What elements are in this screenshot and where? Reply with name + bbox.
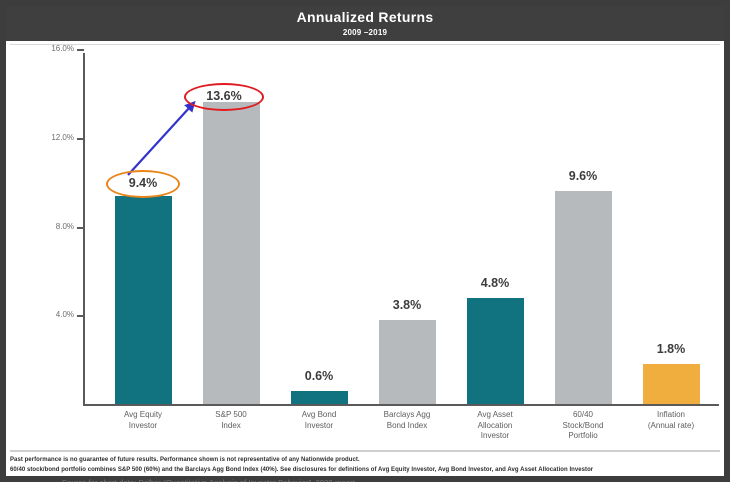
- x-axis-category-label: Avg Bond Investor: [267, 410, 371, 431]
- y-axis: [83, 53, 85, 405]
- source-note: Source for chart data: Dalbar “Quantitat…: [62, 478, 355, 482]
- plot-area: 16.0%12.0%8.0%4.0% 9.4%Avg EquityInvesto…: [10, 44, 723, 453]
- category-label-line: Investor: [128, 420, 158, 430]
- bar-5[interactable]: [466, 297, 524, 404]
- category-label-line: Barclays Agg: [383, 410, 431, 419]
- callout-label-left: 9.4%: [128, 176, 158, 190]
- x-axis-category-label: Inflation (Annual rate): [619, 410, 723, 431]
- bar-value-label: 4.8%: [480, 275, 510, 290]
- category-label-line: Avg Bond: [301, 410, 337, 419]
- x-axis-category-label: Avg Equity Investor: [91, 410, 195, 431]
- category-label-line: Bond Index: [386, 420, 428, 430]
- y-axis-tick: [77, 137, 84, 140]
- callout-ellipse-right: [184, 83, 264, 111]
- category-label-line: Avg Asset: [477, 410, 513, 419]
- bar-1[interactable]: [114, 195, 172, 404]
- category-label-line: Avg Equity: [123, 410, 163, 419]
- y-axis-tick-label: 4.0%: [55, 310, 74, 320]
- footer-disclaimer: Past performance is no guarantee of futu…: [10, 455, 724, 476]
- callout-ellipse-left: [106, 170, 180, 198]
- bar-4[interactable]: [378, 319, 436, 404]
- callout-label-right: 13.6%: [206, 89, 242, 103]
- y-axis-tick-label: 8.0%: [55, 221, 74, 231]
- x-axis: [83, 404, 719, 406]
- category-label-line: Investor: [304, 420, 334, 430]
- y-axis-tick-label: 12.0%: [51, 132, 74, 142]
- category-label-line: 60/40: [572, 410, 594, 419]
- y-axis-tick: [77, 315, 84, 318]
- x-axis-category-label: Barclays Agg Bond Index: [355, 410, 459, 431]
- chart-header: Annualized Returns 2009 –2019: [6, 6, 724, 41]
- y-axis-tick: [77, 49, 84, 52]
- y-axis-tick: [77, 226, 84, 229]
- category-label-line: Stock/Bond: [562, 420, 604, 430]
- category-label-line: Allocation: [477, 420, 513, 430]
- footer-line-2: 60/40 stock/bond portfolio combines S&P …: [10, 467, 594, 473]
- bar-value-label: 9.6%: [568, 169, 598, 184]
- bar-7[interactable]: [642, 364, 700, 404]
- bar-2[interactable]: [202, 102, 260, 404]
- bar-value-label: 0.6%: [304, 368, 334, 383]
- category-label-line: Investor: [480, 431, 510, 440]
- page-subtitle: 2009 –2019: [342, 28, 388, 37]
- category-label-line: Portfolio: [568, 431, 598, 440]
- footer-line-1: Past performance is no guarantee of futu…: [10, 457, 360, 463]
- category-label-line: Inflation: [656, 410, 686, 419]
- chart-panel: 16.0%12.0%8.0%4.0% 9.4%Avg EquityInvesto…: [10, 44, 723, 482]
- footer-divider: [10, 450, 720, 452]
- bar-value-label: 3.8%: [392, 297, 422, 312]
- x-axis-category-label: S&P 500 Index: [179, 410, 283, 431]
- bar-6[interactable]: [554, 191, 612, 404]
- category-label-line: (Annual rate): [647, 420, 695, 430]
- x-axis-category-label: 60/40 Stock/Bond Portfolio: [531, 410, 635, 442]
- x-axis-category-label: Avg Asset Allocation Investor: [443, 410, 547, 442]
- category-label-line: S&P 500: [215, 410, 247, 419]
- page-title: Annualized Returns: [296, 9, 434, 25]
- y-axis-tick-label: 16.0%: [51, 44, 74, 54]
- bar-value-label: 1.8%: [656, 342, 686, 357]
- category-label-line: Index: [221, 420, 241, 430]
- bar-3[interactable]: [290, 390, 348, 404]
